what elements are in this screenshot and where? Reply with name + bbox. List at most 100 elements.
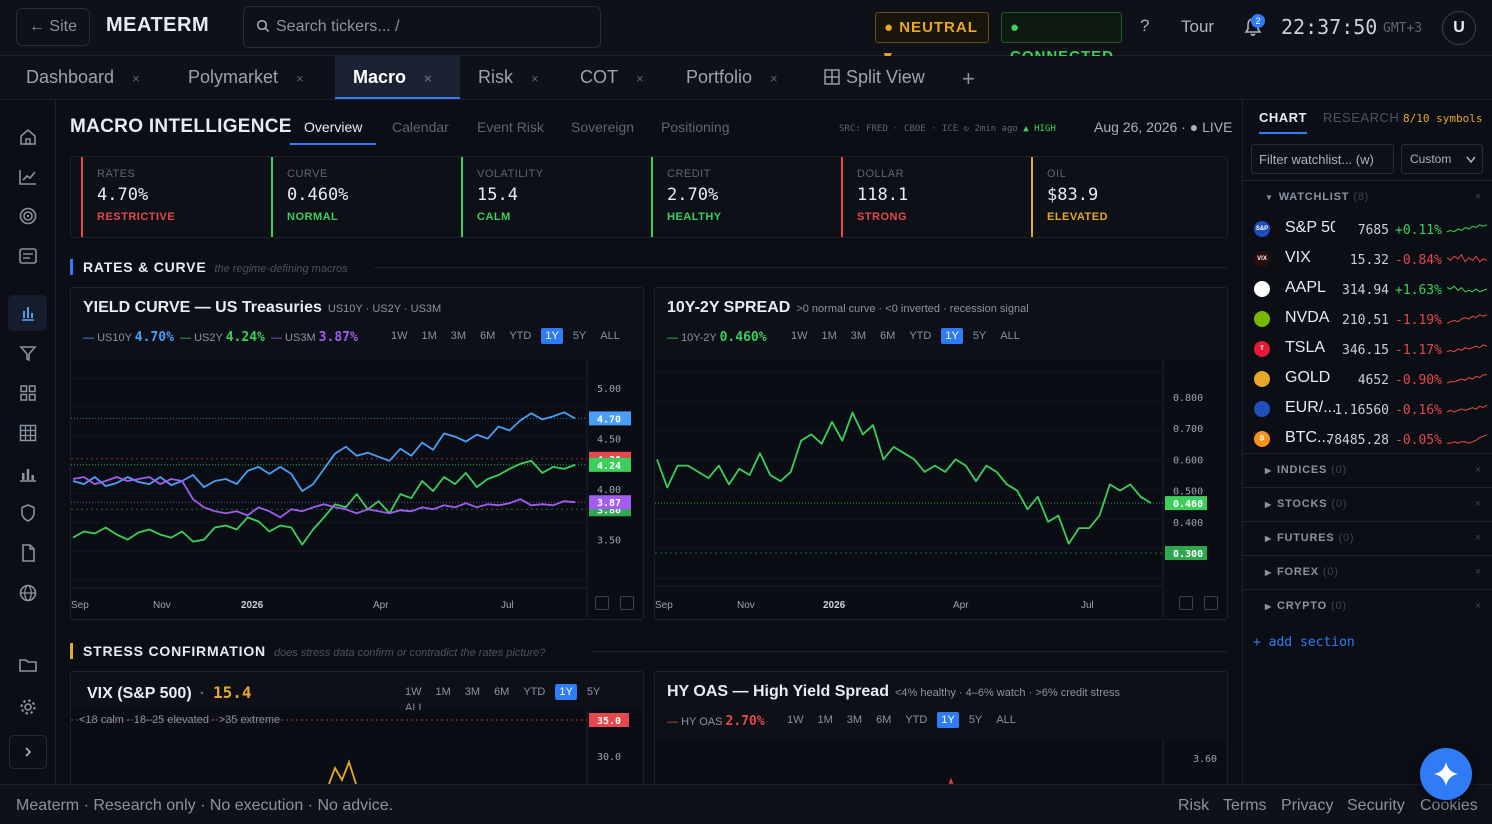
group-indices[interactable]: ▶ INDICES (0) × (1243, 453, 1492, 486)
range-ytd[interactable]: YTD (523, 686, 546, 698)
watchlist-select[interactable]: Custom (1401, 144, 1483, 174)
remove-group-icon[interactable]: × (1474, 191, 1482, 203)
home-icon[interactable] (18, 127, 38, 147)
volume-chart-icon[interactable] (18, 464, 38, 484)
range-ytd[interactable]: YTD (509, 330, 532, 342)
help-button[interactable]: ? (1140, 16, 1150, 35)
range-ytd[interactable]: YTD (909, 330, 932, 342)
footer-link-terms[interactable]: Terms (1223, 797, 1267, 814)
subtab-sovereign[interactable]: Sovereign (571, 119, 635, 135)
tab-macro[interactable]: Macro × (335, 56, 460, 99)
range-6m[interactable]: 6M (494, 686, 510, 698)
add-section-button[interactable]: + add section (1253, 635, 1355, 650)
spread-chart[interactable]: 0.800 0.700 0.600 0.500 0.400 Sep Nov 2026 Apr Ju… (655, 360, 1227, 618)
expand-sidebar-button[interactable] (9, 735, 47, 769)
range-ytd[interactable]: YTD (905, 714, 928, 726)
back-to-site-button[interactable]: ← Site (16, 8, 90, 46)
watchlist-row[interactable]: GOLD 4652 -0.90% (1243, 364, 1492, 394)
group-watchlist[interactable]: ▼ WATCHLIST (8) × (1243, 180, 1492, 213)
remove-group-icon[interactable]: × (1474, 498, 1482, 510)
gear-icon[interactable] (18, 697, 38, 717)
range-1m[interactable]: 1M (435, 686, 451, 698)
fullscreen-icon[interactable] (1204, 596, 1218, 610)
kpi-oil[interactable]: OIL $83.9 ELEVATED (1031, 157, 1217, 237)
search-input[interactable] (276, 15, 576, 39)
close-tab-icon[interactable]: × (424, 71, 432, 86)
expand-icon[interactable] (595, 596, 609, 610)
footer-link-security[interactable]: Security (1347, 797, 1405, 814)
target-icon[interactable] (18, 206, 38, 226)
watchlist-row[interactable]: EUR/... 1.16560 -0.16% (1243, 394, 1492, 424)
regime-dropdown[interactable]: ● NEUTRAL ▾ (875, 12, 989, 65)
filter-icon[interactable] (18, 343, 38, 363)
folder-icon[interactable] (18, 655, 38, 675)
range-3m[interactable]: 3M (850, 330, 867, 342)
group-futures[interactable]: ▶ FUTURES (0) × (1243, 521, 1492, 554)
kpi-credit[interactable]: CREDIT 2.70% HEALTHY (651, 157, 837, 237)
watchlist-row[interactable]: VIX VIX 15.32 -0.84% (1243, 244, 1492, 274)
watchlist-row[interactable]: AAPL 314.94 +1.63% (1243, 274, 1492, 304)
group-forex[interactable]: ▶ FOREX (0) × (1243, 555, 1492, 588)
range-1m[interactable]: 1M (821, 330, 837, 342)
tab-portfolio[interactable]: Portfolio × (686, 56, 778, 99)
kpi-dollar[interactable]: DOLLAR 118.1 STRONG (841, 157, 1027, 237)
group-stocks[interactable]: ▶ STOCKS (0) × (1243, 487, 1492, 520)
news-icon[interactable] (18, 246, 38, 266)
watchlist-filter[interactable] (1251, 144, 1394, 174)
hy-oas-chart[interactable]: 3.60 (655, 740, 1227, 784)
remove-group-icon[interactable]: × (1474, 464, 1482, 476)
table-icon[interactable] (18, 423, 38, 443)
range-1y[interactable]: 1Y (941, 328, 963, 344)
range-1m[interactable]: 1M (421, 330, 437, 342)
range-1w[interactable]: 1W (405, 686, 422, 698)
range-all[interactable]: ALL (996, 714, 1016, 726)
range-5y[interactable]: 5Y (972, 330, 987, 342)
grid-icon[interactable] (18, 383, 38, 403)
range-3m[interactable]: 3M (464, 686, 481, 698)
add-tab-button[interactable]: + (962, 66, 975, 91)
yield-curve-chart[interactable]: 5.004.504.003.50SepNov2026AprJul4.303.80… (71, 360, 643, 618)
range-1w[interactable]: 1W (791, 330, 808, 342)
subtab-event-risk[interactable]: Event Risk (477, 119, 544, 135)
subtab-overview[interactable]: Overview (290, 119, 377, 145)
watchlist-row[interactable]: NVDA 210.51 -1.19% (1243, 304, 1492, 334)
group-crypto[interactable]: ▶ CRYPTO (0) × (1243, 589, 1492, 622)
range-1m[interactable]: 1M (817, 714, 833, 726)
range-5y[interactable]: 5Y (586, 686, 601, 698)
tab-split-view[interactable]: Split View (824, 56, 925, 99)
vix-chart[interactable]: 35.0 30.0 (71, 710, 643, 784)
range-6m[interactable]: 6M (880, 330, 896, 342)
user-avatar[interactable]: U (1442, 11, 1476, 45)
remove-group-icon[interactable]: × (1474, 532, 1482, 544)
range-all[interactable]: ALL (1000, 330, 1020, 342)
range-5y[interactable]: 5Y (572, 330, 587, 342)
range-6m[interactable]: 6M (876, 714, 892, 726)
kpi-rates[interactable]: RATES 4.70% RESTRICTIVE (81, 157, 267, 237)
close-tab-icon[interactable]: × (132, 71, 140, 86)
close-tab-icon[interactable]: × (636, 71, 644, 86)
subtab-positioning[interactable]: Positioning (661, 119, 730, 135)
document-icon[interactable] (18, 543, 38, 563)
range-6m[interactable]: 6M (480, 330, 496, 342)
shield-icon[interactable] (18, 503, 38, 523)
range-5y[interactable]: 5Y (968, 714, 983, 726)
footer-link-privacy[interactable]: Privacy (1281, 797, 1334, 814)
tab-risk[interactable]: Risk × (478, 56, 539, 99)
subtab-calendar[interactable]: Calendar (392, 119, 449, 135)
range-3m[interactable]: 3M (846, 714, 863, 726)
line-chart-icon[interactable] (18, 167, 38, 187)
kpi-volatility[interactable]: VOLATILITY 15.4 CALM (461, 157, 647, 237)
ticker-search-box[interactable] (243, 6, 601, 48)
close-tab-icon[interactable]: × (770, 71, 778, 86)
range-1y[interactable]: 1Y (541, 328, 563, 344)
kpi-curve[interactable]: CURVE 0.460% NORMAL (271, 157, 457, 237)
remove-group-icon[interactable]: × (1474, 600, 1482, 612)
range-1w[interactable]: 1W (391, 330, 408, 342)
watchlist-row[interactable]: T TSLA 346.15 -1.17% (1243, 334, 1492, 364)
globe-icon[interactable] (18, 583, 38, 603)
range-1y[interactable]: 1Y (555, 684, 577, 700)
close-tab-icon[interactable]: × (531, 71, 539, 86)
ai-assistant-button[interactable] (1420, 748, 1472, 800)
bar-chart-icon[interactable] (18, 303, 38, 323)
expand-icon[interactable] (1179, 596, 1193, 610)
